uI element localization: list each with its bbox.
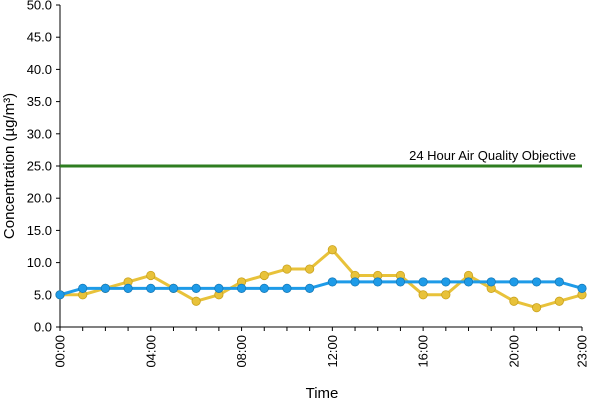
data-point bbox=[146, 270, 156, 281]
y-tick-label: 20.0 bbox=[27, 191, 52, 206]
data-point bbox=[282, 264, 292, 274]
data-point bbox=[554, 277, 564, 287]
y-tick-label: 30.0 bbox=[27, 126, 52, 141]
series-1 bbox=[55, 245, 587, 313]
data-point bbox=[327, 245, 337, 255]
data-point bbox=[554, 296, 564, 306]
data-point bbox=[327, 277, 337, 287]
y-tick-label: 40.0 bbox=[27, 62, 52, 77]
data-point bbox=[441, 277, 451, 287]
x-tick-label: 12:00 bbox=[325, 335, 340, 368]
data-point bbox=[441, 290, 451, 300]
data-point bbox=[509, 277, 519, 287]
y-tick-label: 35.0 bbox=[27, 94, 52, 109]
data-point bbox=[191, 283, 201, 293]
data-point bbox=[214, 283, 224, 293]
data-point bbox=[191, 296, 201, 306]
y-tick-label: 50.0 bbox=[27, 0, 52, 13]
data-point bbox=[532, 303, 542, 313]
data-point bbox=[395, 277, 406, 287]
data-point bbox=[146, 283, 156, 293]
y-tick-label: 45.0 bbox=[27, 30, 52, 45]
series-line bbox=[59, 280, 583, 297]
data-point bbox=[259, 283, 269, 293]
x-tick-label: 20:00 bbox=[506, 335, 521, 368]
data-point bbox=[509, 296, 519, 306]
data-point bbox=[259, 270, 269, 281]
data-point bbox=[486, 277, 496, 287]
data-point bbox=[123, 283, 133, 293]
data-point bbox=[305, 283, 315, 293]
data-point bbox=[373, 277, 383, 287]
data-point bbox=[418, 277, 428, 287]
x-tick-label: 04:00 bbox=[143, 335, 158, 368]
y-tick-label: 5.0 bbox=[34, 287, 52, 302]
y-axis-title: Concentration (µg/m³) bbox=[1, 93, 18, 239]
data-point bbox=[168, 283, 179, 293]
y-tick-label: 10.0 bbox=[27, 255, 52, 270]
data-point bbox=[78, 283, 88, 293]
series-2 bbox=[55, 277, 587, 300]
x-axis-title: Time bbox=[306, 385, 339, 400]
x-tick-label: 16:00 bbox=[416, 335, 431, 368]
x-tick-label: 00:00 bbox=[53, 335, 68, 368]
y-tick-label: 0.0 bbox=[34, 320, 52, 335]
x-axis: 00:00 04:00 08:00 12:00 16:00 20:00 23:00 bbox=[53, 326, 590, 368]
y-tick-label: 15.0 bbox=[27, 223, 52, 238]
x-tick-label: 23:00 bbox=[575, 335, 590, 368]
data-point bbox=[350, 277, 360, 287]
series-group bbox=[55, 245, 587, 313]
data-point bbox=[532, 277, 542, 287]
data-point bbox=[305, 264, 315, 274]
data-point bbox=[577, 283, 587, 293]
data-point bbox=[100, 283, 110, 293]
series-line bbox=[60, 248, 583, 310]
data-point bbox=[236, 283, 247, 293]
data-point bbox=[55, 290, 65, 300]
air-quality-objective-label: 24 Hour Air Quality Objective bbox=[409, 148, 576, 163]
reference-line-group: 24 Hour Air Quality Objective bbox=[60, 148, 582, 168]
y-axis: 0.0 5.0 10.0 15.0 20.0 25.0 30.0 35.0 40.0 45.0 50… bbox=[27, 0, 61, 335]
y-tick-label: 25.0 bbox=[27, 159, 52, 174]
data-point bbox=[282, 283, 292, 293]
x-tick-label: 08:00 bbox=[234, 335, 249, 368]
data-point bbox=[418, 290, 428, 300]
data-point bbox=[463, 277, 474, 287]
